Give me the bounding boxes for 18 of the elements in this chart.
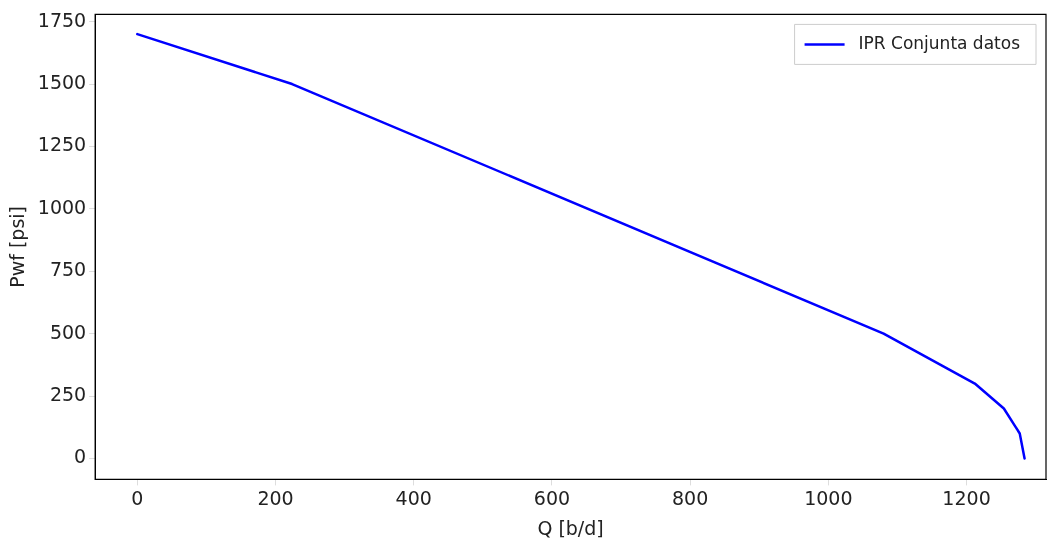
y-tick-label: 250: [49, 382, 87, 405]
y-axis-title: Pwf [psi]: [6, 206, 29, 288]
x-tick-label: 600: [533, 486, 571, 509]
x-tick-label: 200: [257, 486, 294, 509]
y-tick-label: 1000: [37, 195, 87, 218]
x-axis-title: Q [b/d]: [537, 516, 604, 539]
y-tick-label: 500: [49, 320, 87, 343]
y-tick-label: 0: [74, 445, 87, 468]
x-tick-label: 800: [671, 486, 709, 509]
x-tick-label: 400: [395, 486, 432, 509]
x-tick-label: 0: [131, 486, 144, 509]
x-tick-label: 1200: [942, 486, 991, 509]
x-tick-label: 1000: [804, 486, 853, 509]
y-tick-label: 1750: [37, 8, 87, 31]
y-tick-label: 750: [49, 258, 87, 281]
legend-label: IPR Conjunta datos: [858, 32, 1021, 53]
y-tick-label: 1250: [37, 133, 87, 156]
y-tick-label: 1500: [37, 70, 87, 93]
